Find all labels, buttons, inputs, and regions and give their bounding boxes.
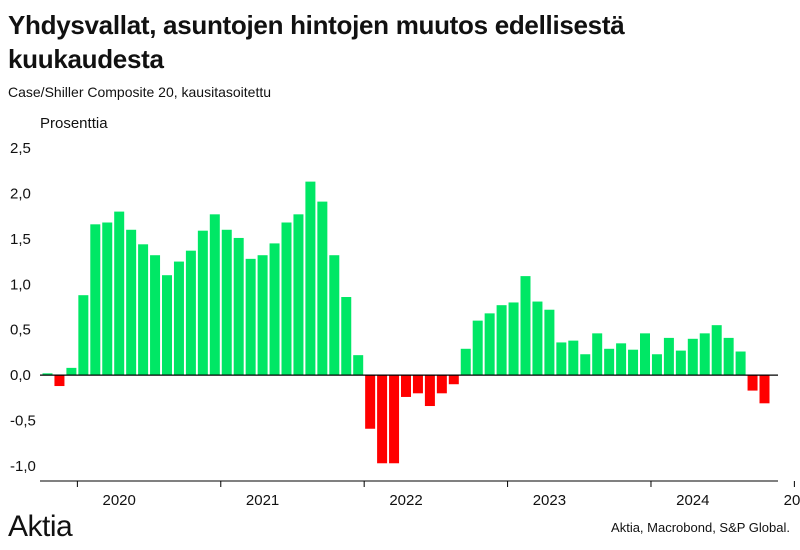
bar-positive xyxy=(138,244,149,376)
bar-negative xyxy=(759,375,770,404)
bar-positive xyxy=(150,255,161,376)
aktia-logo: Aktia xyxy=(8,510,73,543)
bar-positive xyxy=(472,320,483,376)
bar-positive xyxy=(245,258,256,376)
bar-positive xyxy=(341,297,352,376)
bar-negative xyxy=(401,375,411,397)
y-tick-label: 0,5 xyxy=(10,322,31,339)
chart-title: Yhdysvallat, asuntojen hintojen muutos e… xyxy=(8,10,625,74)
bar-negative xyxy=(412,375,423,394)
bar-positive xyxy=(305,181,316,376)
bar-negative xyxy=(377,375,388,464)
bar-positive xyxy=(102,222,113,376)
bar-positive xyxy=(162,275,172,376)
bar-positive xyxy=(173,261,184,376)
bar-positive xyxy=(544,309,555,376)
bar-positive xyxy=(66,367,77,376)
y-tick-label: 2,0 xyxy=(10,185,31,202)
bar-negative xyxy=(424,375,435,407)
bar-positive xyxy=(460,348,471,376)
y-tick-label: -0,5 xyxy=(10,413,36,430)
y-tick-label: -1,0 xyxy=(10,458,36,475)
bar-negative xyxy=(389,375,400,464)
bar-positive xyxy=(556,342,567,376)
bar-negative xyxy=(54,375,65,387)
y-tick-label: 1,5 xyxy=(10,231,31,248)
bar-positive xyxy=(628,349,639,376)
bar-positive xyxy=(209,214,220,376)
bar-positive xyxy=(293,214,304,376)
x-tick-label: 2025 xyxy=(784,492,800,509)
bar-positive xyxy=(723,337,734,376)
source-note: Aktia, Macrobond, S&P Global. xyxy=(611,520,790,535)
bar-positive xyxy=(197,230,208,376)
chart-subtitle: Case/Shiller Composite 20, kausitasoitet… xyxy=(8,84,272,100)
bar-positive xyxy=(90,224,101,376)
bar-positive xyxy=(699,333,710,376)
bar-positive xyxy=(532,301,543,376)
bar-positive xyxy=(257,255,268,376)
bar-positive xyxy=(735,351,746,376)
bar-positive xyxy=(520,276,531,376)
bar-positive xyxy=(651,354,662,376)
bar-positive xyxy=(580,354,591,376)
bar-positive xyxy=(484,313,495,376)
bar-negative xyxy=(448,375,459,385)
y-axis-label: Prosenttia xyxy=(40,115,108,132)
y-tick-label: 2,5 xyxy=(10,140,31,157)
bar-positive xyxy=(317,201,328,376)
bar-positive xyxy=(114,211,125,376)
bar-positive xyxy=(496,305,507,376)
bar-positive xyxy=(126,229,137,376)
bar-positive xyxy=(508,302,519,376)
bar-positive xyxy=(233,237,244,376)
bar-positive xyxy=(616,343,627,376)
bar-positive xyxy=(687,338,698,376)
bar-negative xyxy=(365,375,376,429)
bar-positive xyxy=(281,222,292,376)
bar-positive xyxy=(185,250,196,376)
x-tick-label: 2020 xyxy=(103,492,136,509)
bar-positive xyxy=(604,348,615,376)
bar-negative xyxy=(747,375,758,391)
bar-positive xyxy=(78,295,89,376)
x-tick-label: 2023 xyxy=(533,492,566,509)
bar-positive xyxy=(329,255,340,376)
bar-positive xyxy=(592,333,603,376)
bar-positive xyxy=(675,350,686,376)
x-tick-label: 2022 xyxy=(389,492,422,509)
bar-positive xyxy=(42,373,53,376)
y-tick-label: 0,0 xyxy=(10,367,31,384)
bar-negative xyxy=(436,375,447,394)
bar-positive xyxy=(711,325,722,376)
bar-positive xyxy=(353,355,364,376)
bar-positive xyxy=(269,243,280,376)
bar-positive xyxy=(568,340,579,376)
bar-positive xyxy=(221,229,232,376)
bar-positive xyxy=(640,333,650,376)
y-tick-label: 1,0 xyxy=(10,276,31,293)
x-tick-label: 2021 xyxy=(246,492,279,509)
x-tick-label: 2024 xyxy=(676,492,709,509)
bar-positive xyxy=(663,337,674,376)
